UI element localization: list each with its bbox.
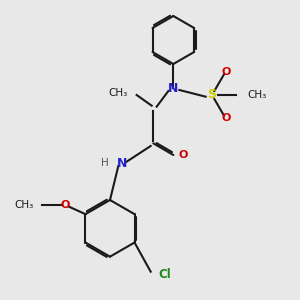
Text: N: N bbox=[116, 157, 127, 170]
Text: CH₃: CH₃ bbox=[14, 200, 33, 210]
Text: O: O bbox=[222, 113, 231, 123]
Text: CH₃: CH₃ bbox=[247, 90, 267, 100]
Text: O: O bbox=[60, 200, 70, 210]
Text: Cl: Cl bbox=[158, 268, 171, 281]
Text: S: S bbox=[207, 88, 216, 101]
Text: O: O bbox=[178, 150, 188, 160]
Text: H: H bbox=[101, 158, 109, 168]
Text: CH₃: CH₃ bbox=[108, 88, 127, 98]
Text: O: O bbox=[222, 67, 231, 77]
Text: N: N bbox=[168, 82, 178, 95]
